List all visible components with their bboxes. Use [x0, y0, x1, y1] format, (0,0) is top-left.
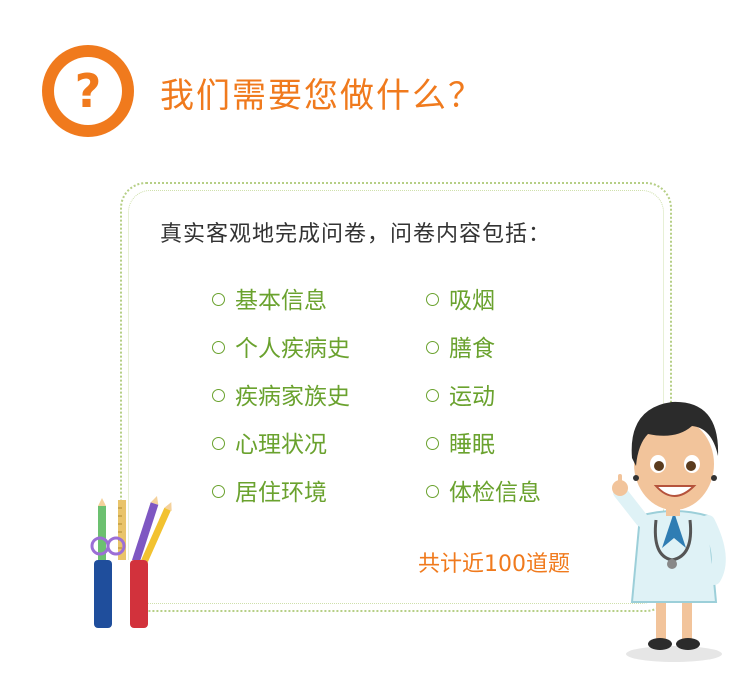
- circle-bullet-icon: [426, 389, 439, 402]
- list-item: 体检信息: [426, 473, 541, 507]
- circle-bullet-icon: [212, 485, 225, 498]
- list-item: 吸烟: [426, 281, 495, 315]
- list-item: 居住环境: [212, 473, 327, 507]
- list-item: 个人疾病史: [212, 329, 350, 363]
- list-item: 疾病家族史: [212, 377, 350, 411]
- content-card-inner-border: [128, 190, 664, 604]
- list-item: 运动: [426, 377, 495, 411]
- doctor-character-icon: [612, 401, 726, 662]
- circle-bullet-icon: [212, 389, 225, 402]
- pencil-cup-icon: [90, 496, 172, 628]
- content-card: [120, 182, 672, 612]
- question-total: 共计近100道题: [418, 552, 570, 577]
- list-item: 心理状况: [212, 425, 327, 459]
- circle-bullet-icon: [426, 293, 439, 306]
- circle-bullet-icon: [212, 341, 225, 354]
- list-item: 基本信息: [212, 281, 327, 315]
- card-intro-text: 真实客观地完成问卷，问卷内容包括：: [160, 222, 552, 247]
- list-item: 膳食: [426, 329, 495, 363]
- circle-bullet-icon: [212, 437, 225, 450]
- question-glyph: ?: [75, 64, 102, 118]
- list-item: 睡眠: [426, 425, 495, 459]
- question-mark-icon: ?: [42, 45, 134, 137]
- circle-bullet-icon: [426, 437, 439, 450]
- page-title: 我们需要您做什么？: [160, 76, 484, 116]
- circle-bullet-icon: [212, 293, 225, 306]
- circle-bullet-icon: [426, 341, 439, 354]
- circle-bullet-icon: [426, 485, 439, 498]
